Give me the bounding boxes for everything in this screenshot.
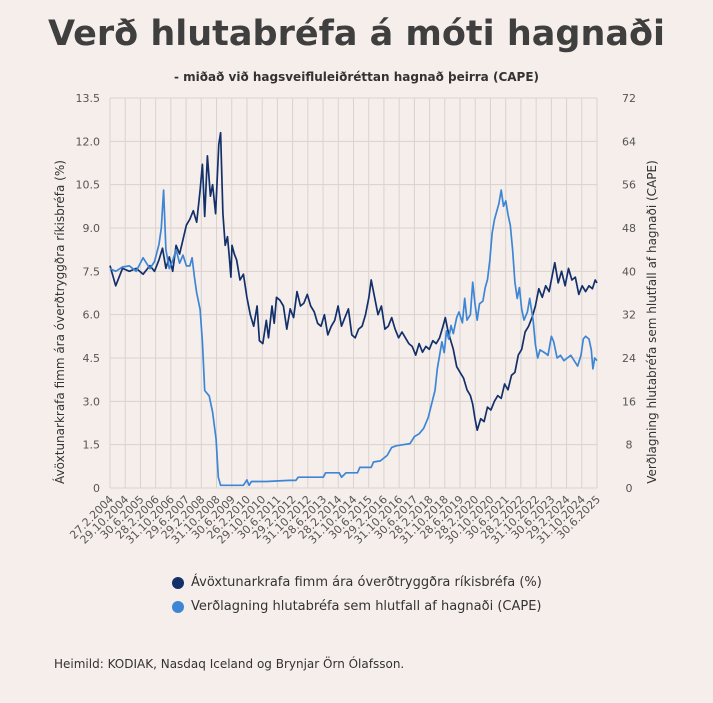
legend-item-yield: Ávöxtunarkrafa fimm ára óverðtryggðra rí… [172,575,542,590]
right-tick-label: 40 [622,265,636,278]
legend-item-cape: Verðlagning hlutabréfa sem hlutfall af h… [172,599,541,614]
left-tick-label: 7.5 [83,265,101,278]
left-axis-ticks: 0 1.5 3.0 4.5 6.0 7.5 9.0 10.5 12.0 13.5 [76,92,101,495]
left-tick-label: 4.5 [83,352,101,365]
x-axis-ticks: 27.2.200429.10.200430.6.200528.2.200631.… [67,493,603,547]
chart-plot: 0 1.5 3.0 4.5 6.0 7.5 9.0 10.5 12.0 13.5 0 8 16 24 32… [52,92,659,547]
grid-lines [109,97,598,489]
left-tick-label: 6.0 [83,309,101,322]
legend-marker-yield [172,576,184,589]
right-tick-label: 0 [626,482,633,495]
right-tick-label: 64 [622,135,636,148]
left-axis-title: Ávöxtunarkrafa fimm ára óverðtryggðra rí… [52,160,67,484]
series-line-cape [109,189,598,487]
legend-label-cape: Verðlagning hlutabréfa sem hlutfall af h… [191,599,542,614]
right-tick-label: 32 [622,309,636,322]
left-tick-label: 9.0 [83,222,101,235]
series-layer [109,131,598,487]
left-tick-label: 10.5 [76,179,101,192]
chart-title: Verð hlutabréfa á móti hagnaði [47,14,666,54]
left-tick-label: 0 [93,482,100,495]
right-tick-label: 8 [626,439,633,452]
right-tick-label: 16 [622,395,636,408]
right-tick-label: 56 [622,179,636,192]
right-axis-ticks: 0 8 16 24 32 40 48 56 64 72 [622,92,636,495]
right-tick-label: 48 [622,222,636,235]
left-tick-label: 3.0 [83,395,101,408]
right-axis-title: Verðlagning hlutabréfa sem hlutfall af h… [645,160,659,484]
legend-label-yield: Ávöxtunarkrafa fimm ára óverðtryggðra rí… [191,575,542,590]
series-line-yield [109,131,598,432]
left-tick-label: 12.0 [76,135,101,148]
right-tick-label: 24 [622,352,636,365]
legend-marker-cape [172,600,184,613]
chart-subtitle: - miðað við hagsveifluleiðréttan hagnað … [173,70,540,84]
left-tick-label: 13.5 [76,92,101,105]
source-note: Heimild: KODIAK, Nasdaq Iceland og Brynj… [54,657,405,671]
left-tick-label: 1.5 [83,439,101,452]
right-tick-label: 72 [622,92,636,105]
